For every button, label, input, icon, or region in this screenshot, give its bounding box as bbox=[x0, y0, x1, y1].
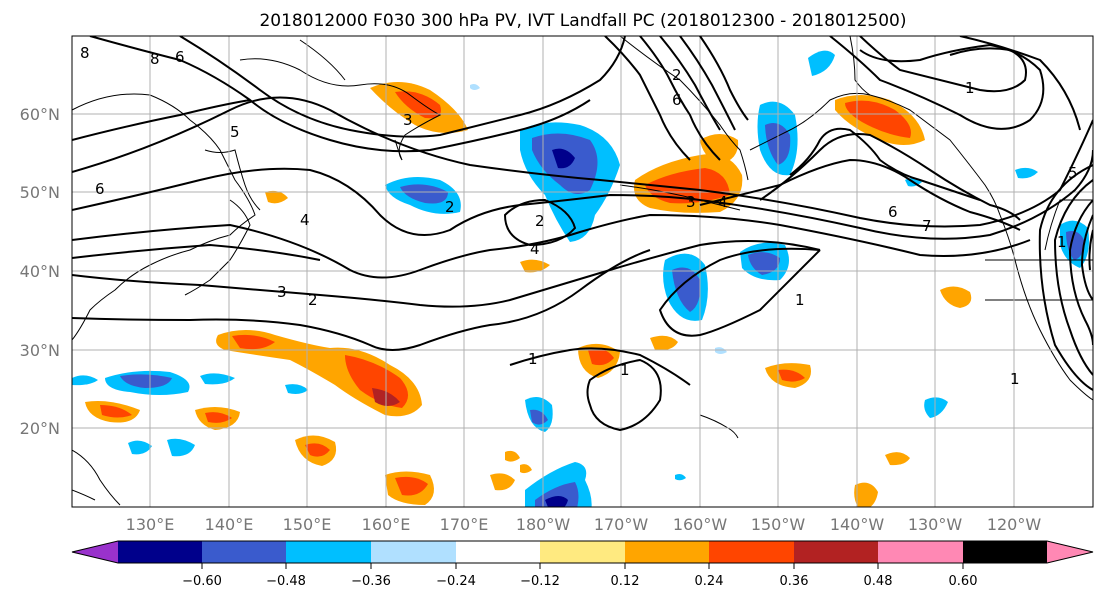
colorbar-segment bbox=[963, 541, 1047, 563]
svg-text:3: 3 bbox=[277, 283, 287, 301]
svg-text:6: 6 bbox=[888, 203, 898, 221]
svg-text:8: 8 bbox=[80, 44, 90, 62]
coastlines bbox=[72, 36, 1093, 506]
colorbar-tick-label: −0.48 bbox=[266, 574, 306, 589]
colorbar-tick-label: 0.36 bbox=[780, 574, 809, 589]
map-area: 8 6 6 5 2 4 2 4 3 2 1 1 1 3 4 3 2 8 6 7 … bbox=[72, 36, 1093, 507]
colorbar-segment bbox=[540, 541, 625, 563]
colorbar-segment bbox=[118, 541, 202, 563]
svg-text:3: 3 bbox=[686, 193, 696, 211]
colorbar-tick-label: −0.60 bbox=[182, 574, 222, 589]
colorbar-extend-high bbox=[1047, 541, 1093, 563]
contour-labels: 8 6 6 5 2 4 2 4 3 2 1 1 1 3 4 3 2 8 6 7 … bbox=[80, 44, 1078, 388]
svg-text:1: 1 bbox=[1010, 370, 1020, 388]
colorbar: −0.60 −0.48 −0.36 −0.24 −0.12 0.12 0.24 … bbox=[71, 540, 1094, 589]
svg-text:3: 3 bbox=[403, 111, 413, 129]
colorbar-extend-low bbox=[72, 541, 118, 563]
lon-label: 120°W bbox=[987, 515, 1042, 534]
colorbar-tick-label: −0.36 bbox=[351, 574, 391, 589]
lon-label: 170°E bbox=[440, 515, 489, 534]
lat-label: 50°N bbox=[20, 183, 60, 202]
lon-label: 160°W bbox=[673, 515, 728, 534]
lon-label: 130°E bbox=[126, 515, 175, 534]
gridlines bbox=[72, 36, 1093, 507]
lat-label: 40°N bbox=[20, 262, 60, 281]
svg-text:7: 7 bbox=[922, 217, 932, 235]
svg-text:5: 5 bbox=[230, 123, 240, 141]
lon-label: 140°W bbox=[830, 515, 885, 534]
colorbar-segment bbox=[625, 541, 709, 563]
svg-text:4: 4 bbox=[530, 240, 540, 258]
svg-text:1: 1 bbox=[620, 361, 630, 379]
svg-text:2: 2 bbox=[672, 66, 682, 84]
svg-text:4: 4 bbox=[718, 193, 728, 211]
lon-label: 180°W bbox=[516, 515, 571, 534]
lat-label: 20°N bbox=[20, 419, 60, 438]
colorbar-tick-label: 0.48 bbox=[864, 574, 893, 589]
lon-label: 170°W bbox=[594, 515, 649, 534]
longitude-labels: 130°E 140°E 150°E 160°E 170°E 180°W 170°… bbox=[126, 515, 1042, 534]
colorbar-tick-label: 0.60 bbox=[949, 574, 978, 589]
map-title: 2018012000 F030 300 hPa PV, IVT Landfall… bbox=[259, 11, 906, 31]
colorbar-tick-label: 0.24 bbox=[695, 574, 724, 589]
lat-label: 60°N bbox=[20, 105, 60, 124]
lat-label: 30°N bbox=[20, 341, 60, 360]
svg-text:2: 2 bbox=[445, 198, 455, 216]
svg-text:1: 1 bbox=[528, 350, 538, 368]
svg-text:6: 6 bbox=[175, 48, 185, 66]
colorbar-segment bbox=[709, 541, 794, 563]
svg-text:1: 1 bbox=[1057, 233, 1067, 251]
svg-text:6: 6 bbox=[672, 91, 682, 109]
lon-label: 130°W bbox=[908, 515, 963, 534]
pv-contours bbox=[72, 36, 1093, 432]
svg-text:4: 4 bbox=[300, 211, 310, 229]
colorbar-tick-label: −0.12 bbox=[520, 574, 560, 589]
colorbar-segment bbox=[286, 541, 371, 563]
colorbar-tick-label: −0.24 bbox=[436, 574, 476, 589]
colorbar-segment bbox=[878, 541, 963, 563]
colorbar-segment bbox=[371, 541, 456, 563]
svg-text:8: 8 bbox=[150, 50, 160, 68]
colorbar-tick-label: 0.12 bbox=[611, 574, 640, 589]
svg-text:2: 2 bbox=[308, 291, 318, 309]
colorbar-segment bbox=[794, 541, 878, 563]
latitude-labels: 60°N 50°N 40°N 30°N 20°N bbox=[20, 105, 60, 438]
svg-text:5: 5 bbox=[1068, 164, 1078, 182]
lon-label: 150°E bbox=[283, 515, 332, 534]
map-frame bbox=[71, 35, 1094, 508]
colorbar-segment bbox=[456, 541, 540, 563]
svg-text:1: 1 bbox=[965, 79, 975, 97]
svg-text:6: 6 bbox=[95, 180, 105, 198]
lon-label: 160°E bbox=[362, 515, 411, 534]
colorbar-segment bbox=[202, 541, 286, 563]
lon-label: 150°W bbox=[751, 515, 806, 534]
svg-text:2: 2 bbox=[535, 212, 545, 230]
svg-text:1: 1 bbox=[795, 291, 805, 309]
lon-label: 140°E bbox=[205, 515, 254, 534]
